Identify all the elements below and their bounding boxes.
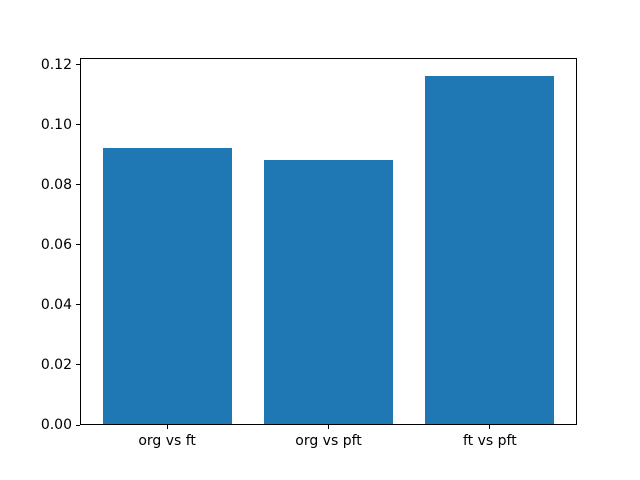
y-tick-label: 0.04 bbox=[40, 296, 72, 313]
y-tick-mark bbox=[76, 304, 80, 306]
y-tick-label: 0.06 bbox=[40, 236, 72, 253]
y-tick-label: 0.00 bbox=[40, 417, 72, 433]
x-tick-label: ft vs pft bbox=[463, 433, 517, 449]
y-tick-label: 0.02 bbox=[40, 356, 72, 373]
y-tick-mark bbox=[76, 424, 80, 426]
bar-ft-vs-pft bbox=[425, 75, 555, 424]
y-tick-mark bbox=[76, 64, 80, 66]
bar-org-vs-pft bbox=[263, 159, 394, 424]
x-tick-mark bbox=[166, 425, 168, 429]
y-tick-mark bbox=[76, 124, 80, 126]
y-tick-mark bbox=[76, 364, 80, 366]
plot-area bbox=[80, 58, 577, 425]
bar-org-vs-ft bbox=[102, 147, 232, 424]
y-tick-label: 0.10 bbox=[40, 116, 72, 133]
x-tick-label: org vs ft bbox=[138, 433, 196, 449]
x-tick-mark bbox=[328, 425, 329, 429]
y-tick-mark bbox=[76, 184, 80, 186]
x-tick-label: org vs pft bbox=[295, 433, 362, 449]
y-tick-label: 0.12 bbox=[40, 56, 72, 73]
y-tick-mark bbox=[76, 244, 80, 246]
y-tick-label: 0.08 bbox=[40, 176, 72, 193]
x-tick-mark bbox=[489, 425, 491, 429]
